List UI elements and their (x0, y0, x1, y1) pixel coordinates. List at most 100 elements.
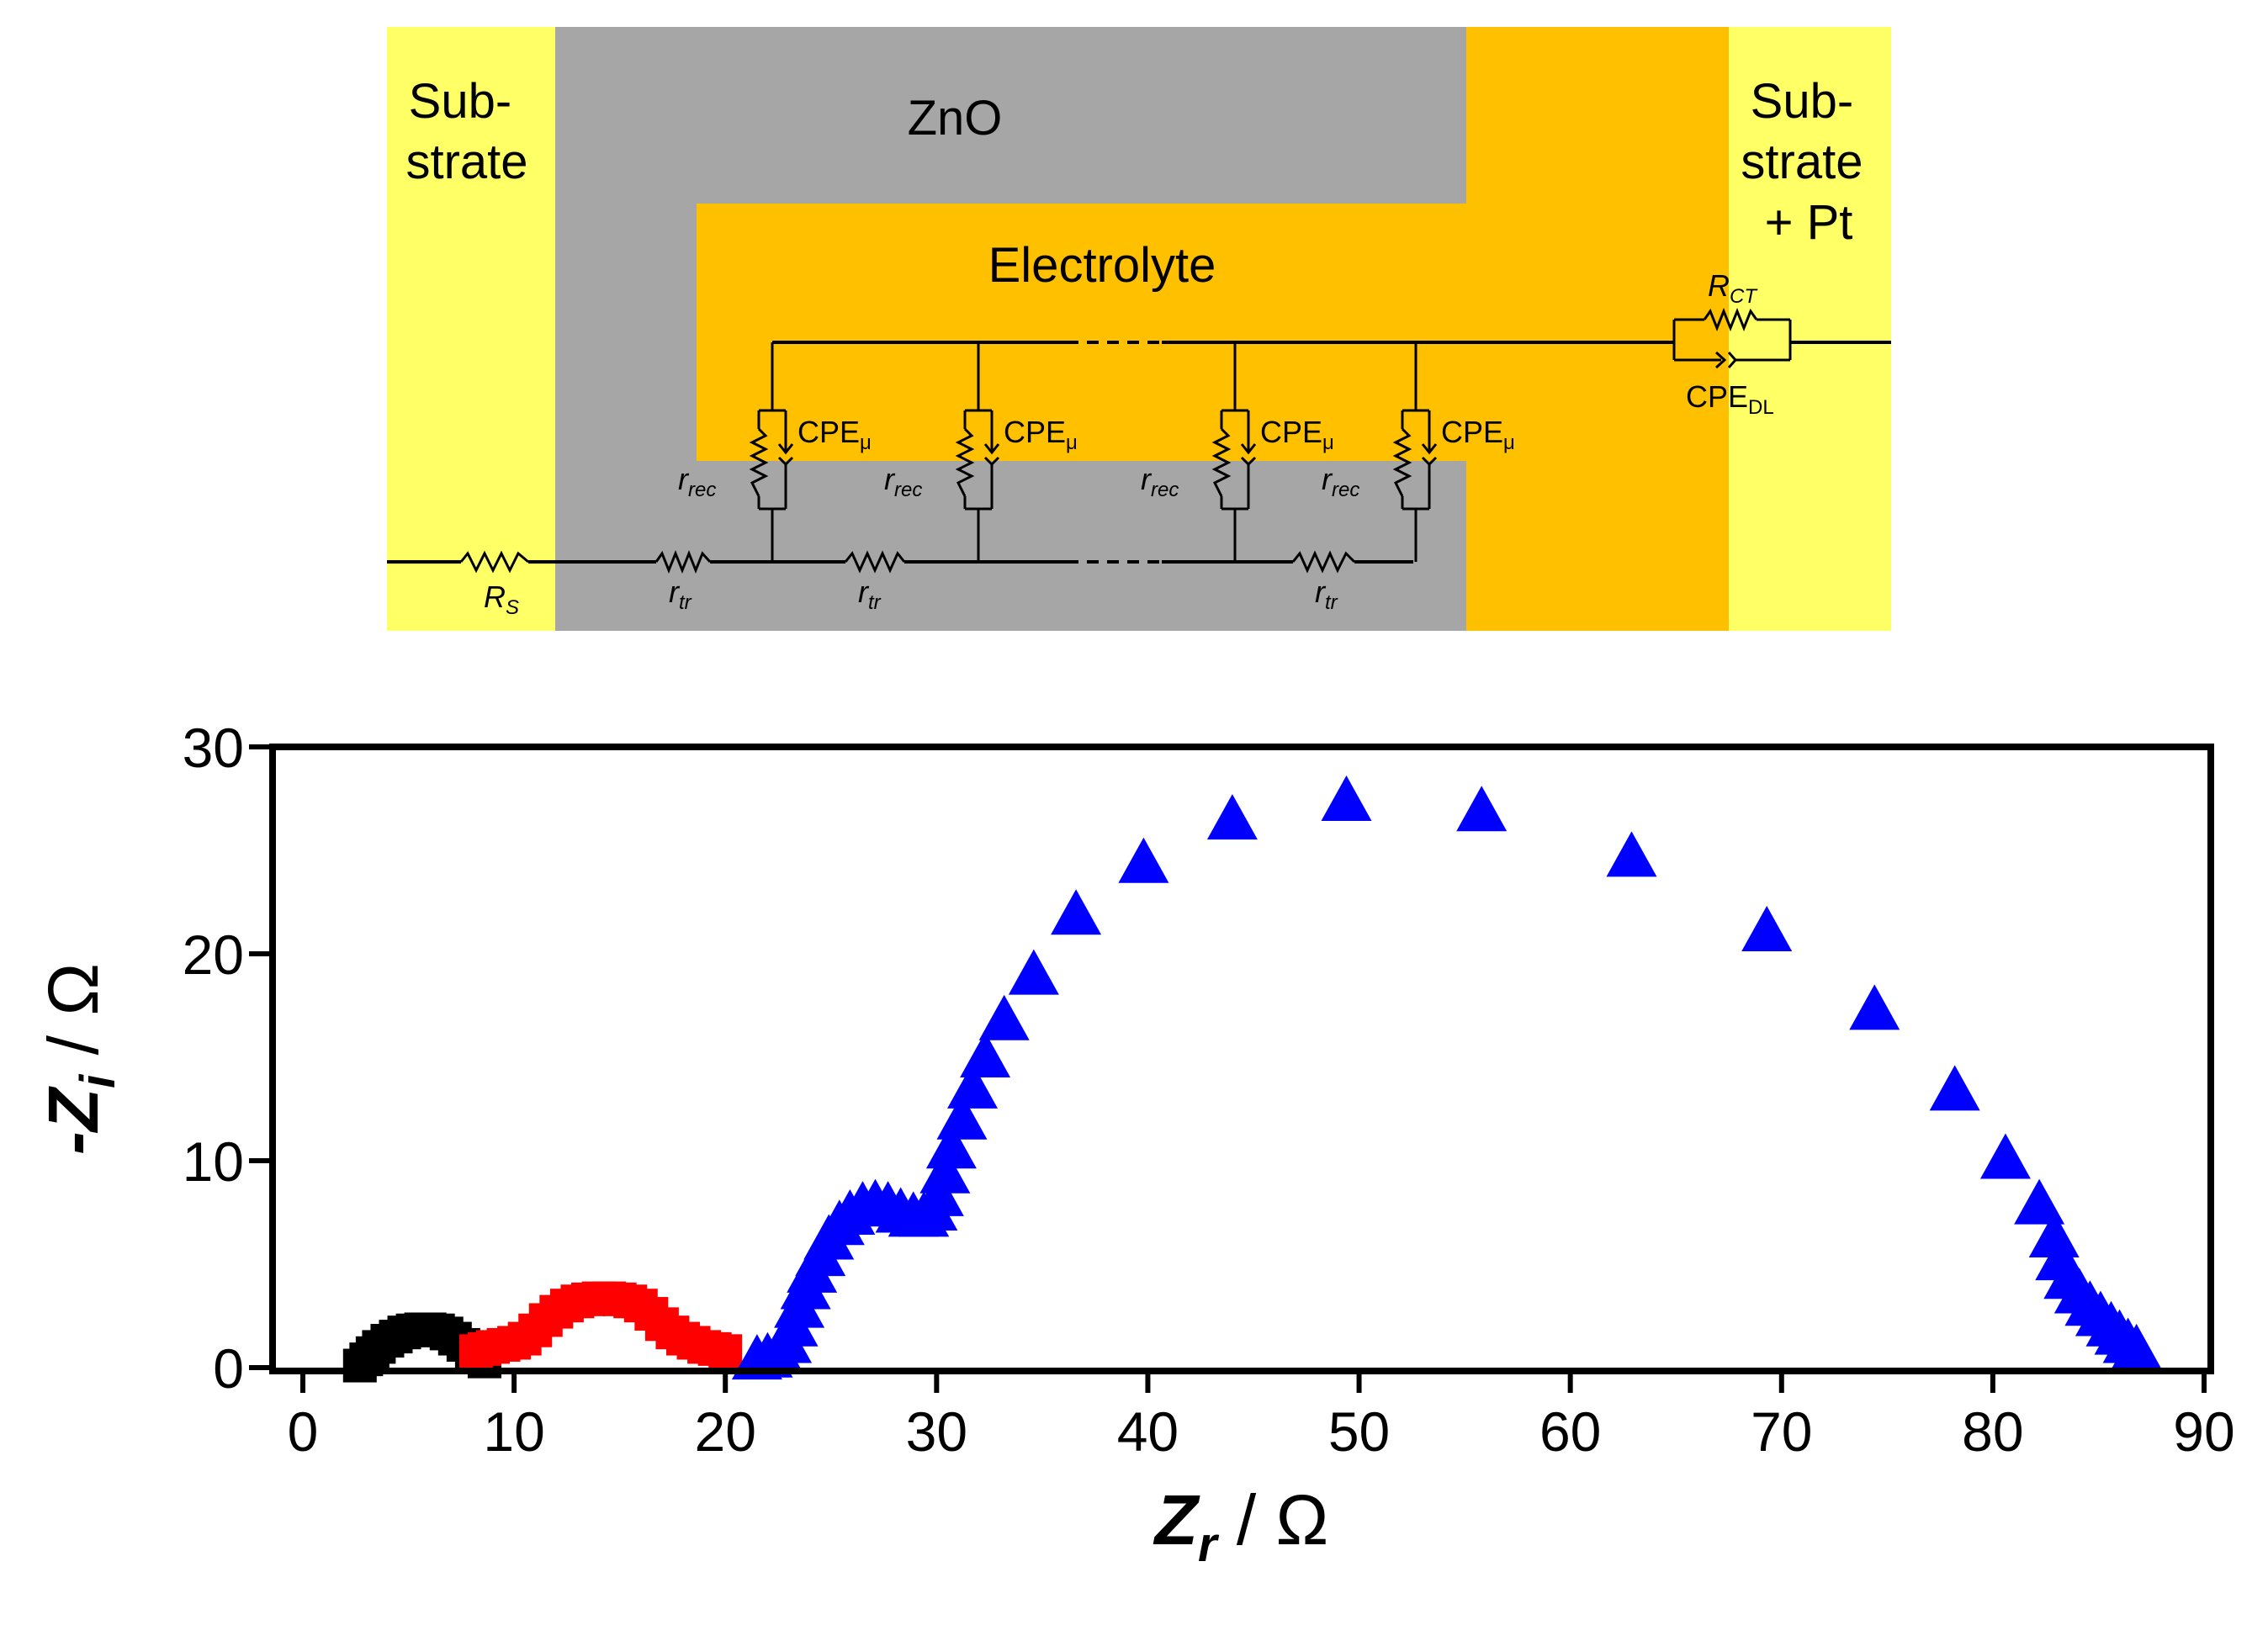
square-marker (528, 1303, 563, 1337)
square-marker (446, 1327, 480, 1362)
chart-series-layer (342, 775, 2162, 1383)
square-marker (458, 1334, 493, 1368)
triangle-marker (875, 1187, 926, 1233)
triangle-marker (1456, 786, 1508, 832)
counter-electrode-element (1672, 307, 1792, 369)
square-marker (592, 1281, 627, 1315)
square-marker (379, 1320, 413, 1354)
square-marker (355, 1336, 389, 1370)
triangle-marker (907, 1185, 958, 1231)
rrec-label-2: rrec (884, 462, 922, 501)
square-marker (549, 1289, 584, 1323)
triangle-marker (978, 994, 1030, 1040)
recombination-branches: CPEμ rrec CPEμ rrec CPEμ rrec CPEμ rrec (678, 342, 1515, 562)
triangle-marker (780, 1263, 831, 1310)
triangle-marker (1606, 831, 1657, 877)
triangle-marker (824, 1188, 876, 1235)
triangle-marker (936, 1093, 988, 1140)
square-marker (437, 1321, 472, 1356)
rtr-label-1: rtr (669, 574, 692, 614)
square-marker (429, 1316, 464, 1351)
triangle-marker (2014, 1178, 2065, 1225)
square-marker (349, 1342, 384, 1377)
branch-1 (749, 342, 794, 562)
triangle-marker (1321, 775, 1372, 821)
triangle-marker (803, 1214, 855, 1260)
square-marker (497, 1326, 532, 1360)
square-marker (539, 1294, 574, 1329)
triangle-marker (2075, 1290, 2126, 1337)
x-tick-label: 50 (1328, 1400, 1390, 1463)
substrate-left-label: Sub- strate (405, 74, 527, 189)
triangle-marker (1741, 905, 1793, 951)
triangle-marker (2064, 1280, 2116, 1326)
y-axis-title: -Zi / Ω (34, 963, 125, 1155)
triangle-marker (767, 1300, 819, 1347)
square-marker (687, 1330, 722, 1364)
square-marker (560, 1284, 595, 1319)
square-marker (387, 1315, 421, 1350)
cpe-mu-label-1: CPEμ (798, 415, 872, 454)
series-blue (731, 775, 2162, 1380)
x-tick-label: 20 (695, 1400, 756, 1463)
triangle-marker (761, 1317, 813, 1363)
triangle-marker (731, 1334, 782, 1380)
triangle-marker (925, 1123, 977, 1169)
square-marker (370, 1324, 405, 1358)
substrate-right-label: Sub- strate + Pt (1741, 74, 1876, 250)
circuit-wires (387, 341, 1891, 564)
resistor-rtr-3 (1291, 550, 1356, 574)
electrolyte-label: Electrolyte (988, 238, 1216, 293)
cpe-mu-label-4: CPEμ (1441, 415, 1515, 454)
substrate-right-region (1729, 27, 1891, 631)
square-marker (467, 1344, 501, 1379)
zno-label: ZnO (908, 91, 1003, 146)
square-marker (634, 1297, 669, 1331)
triangle-marker (888, 1191, 939, 1237)
square-marker (518, 1313, 553, 1347)
triangle-marker (813, 1199, 865, 1246)
square-marker (655, 1315, 690, 1350)
triangle-marker (753, 1327, 803, 1374)
resistor-rs (459, 550, 529, 574)
triangle-marker (850, 1178, 901, 1225)
y-tick-label: 20 (183, 924, 244, 986)
y-tick-label: 10 (183, 1130, 244, 1193)
triangle-marker (919, 1147, 971, 1194)
cpe-mu-label-2: CPEμ (1004, 415, 1078, 454)
triangle-marker (2094, 1309, 2145, 1355)
triangle-marker (1929, 1065, 1980, 1111)
chart-ticks: 0 10 20 30 40 50 60 70 80 90 0 10 20 30 (183, 717, 2235, 1463)
cpe-mu-label-3: CPEμ (1260, 415, 1334, 454)
triangle-marker (1118, 837, 1169, 883)
x-tick-label: 70 (1751, 1400, 1812, 1463)
square-marker (404, 1312, 438, 1347)
square-marker (412, 1312, 447, 1347)
square-marker (476, 1330, 510, 1364)
branch-3 (1211, 342, 1257, 562)
substrate-left-region (387, 27, 555, 631)
triangle-marker (742, 1331, 793, 1378)
triangle-marker (947, 1062, 999, 1109)
rrec-label-1: rrec (678, 462, 716, 501)
triangle-marker (2111, 1323, 2162, 1369)
square-marker (644, 1307, 679, 1342)
square-marker (676, 1326, 711, 1360)
equivalent-circuit-diagram: Sub- strate Sub- strate + Pt ZnO Electro… (387, 27, 1891, 631)
x-tick-label: 90 (2173, 1400, 2234, 1463)
square-marker (602, 1282, 637, 1316)
branch-4 (1392, 342, 1438, 562)
rtr-label-2: rtr (858, 574, 882, 614)
series-black (342, 1312, 501, 1383)
branch-2 (955, 342, 1000, 562)
triangle-marker (1849, 984, 1900, 1030)
square-marker (486, 1327, 521, 1362)
square-marker (507, 1321, 542, 1356)
resistor-rtr-1 (654, 549, 712, 574)
triangle-marker (1051, 889, 1102, 935)
triangle-marker (2102, 1317, 2154, 1363)
triangle-marker (787, 1247, 838, 1293)
zno-region (555, 27, 1466, 631)
triangle-marker (2043, 1253, 2095, 1299)
rct-label: RCT (1708, 268, 1758, 308)
